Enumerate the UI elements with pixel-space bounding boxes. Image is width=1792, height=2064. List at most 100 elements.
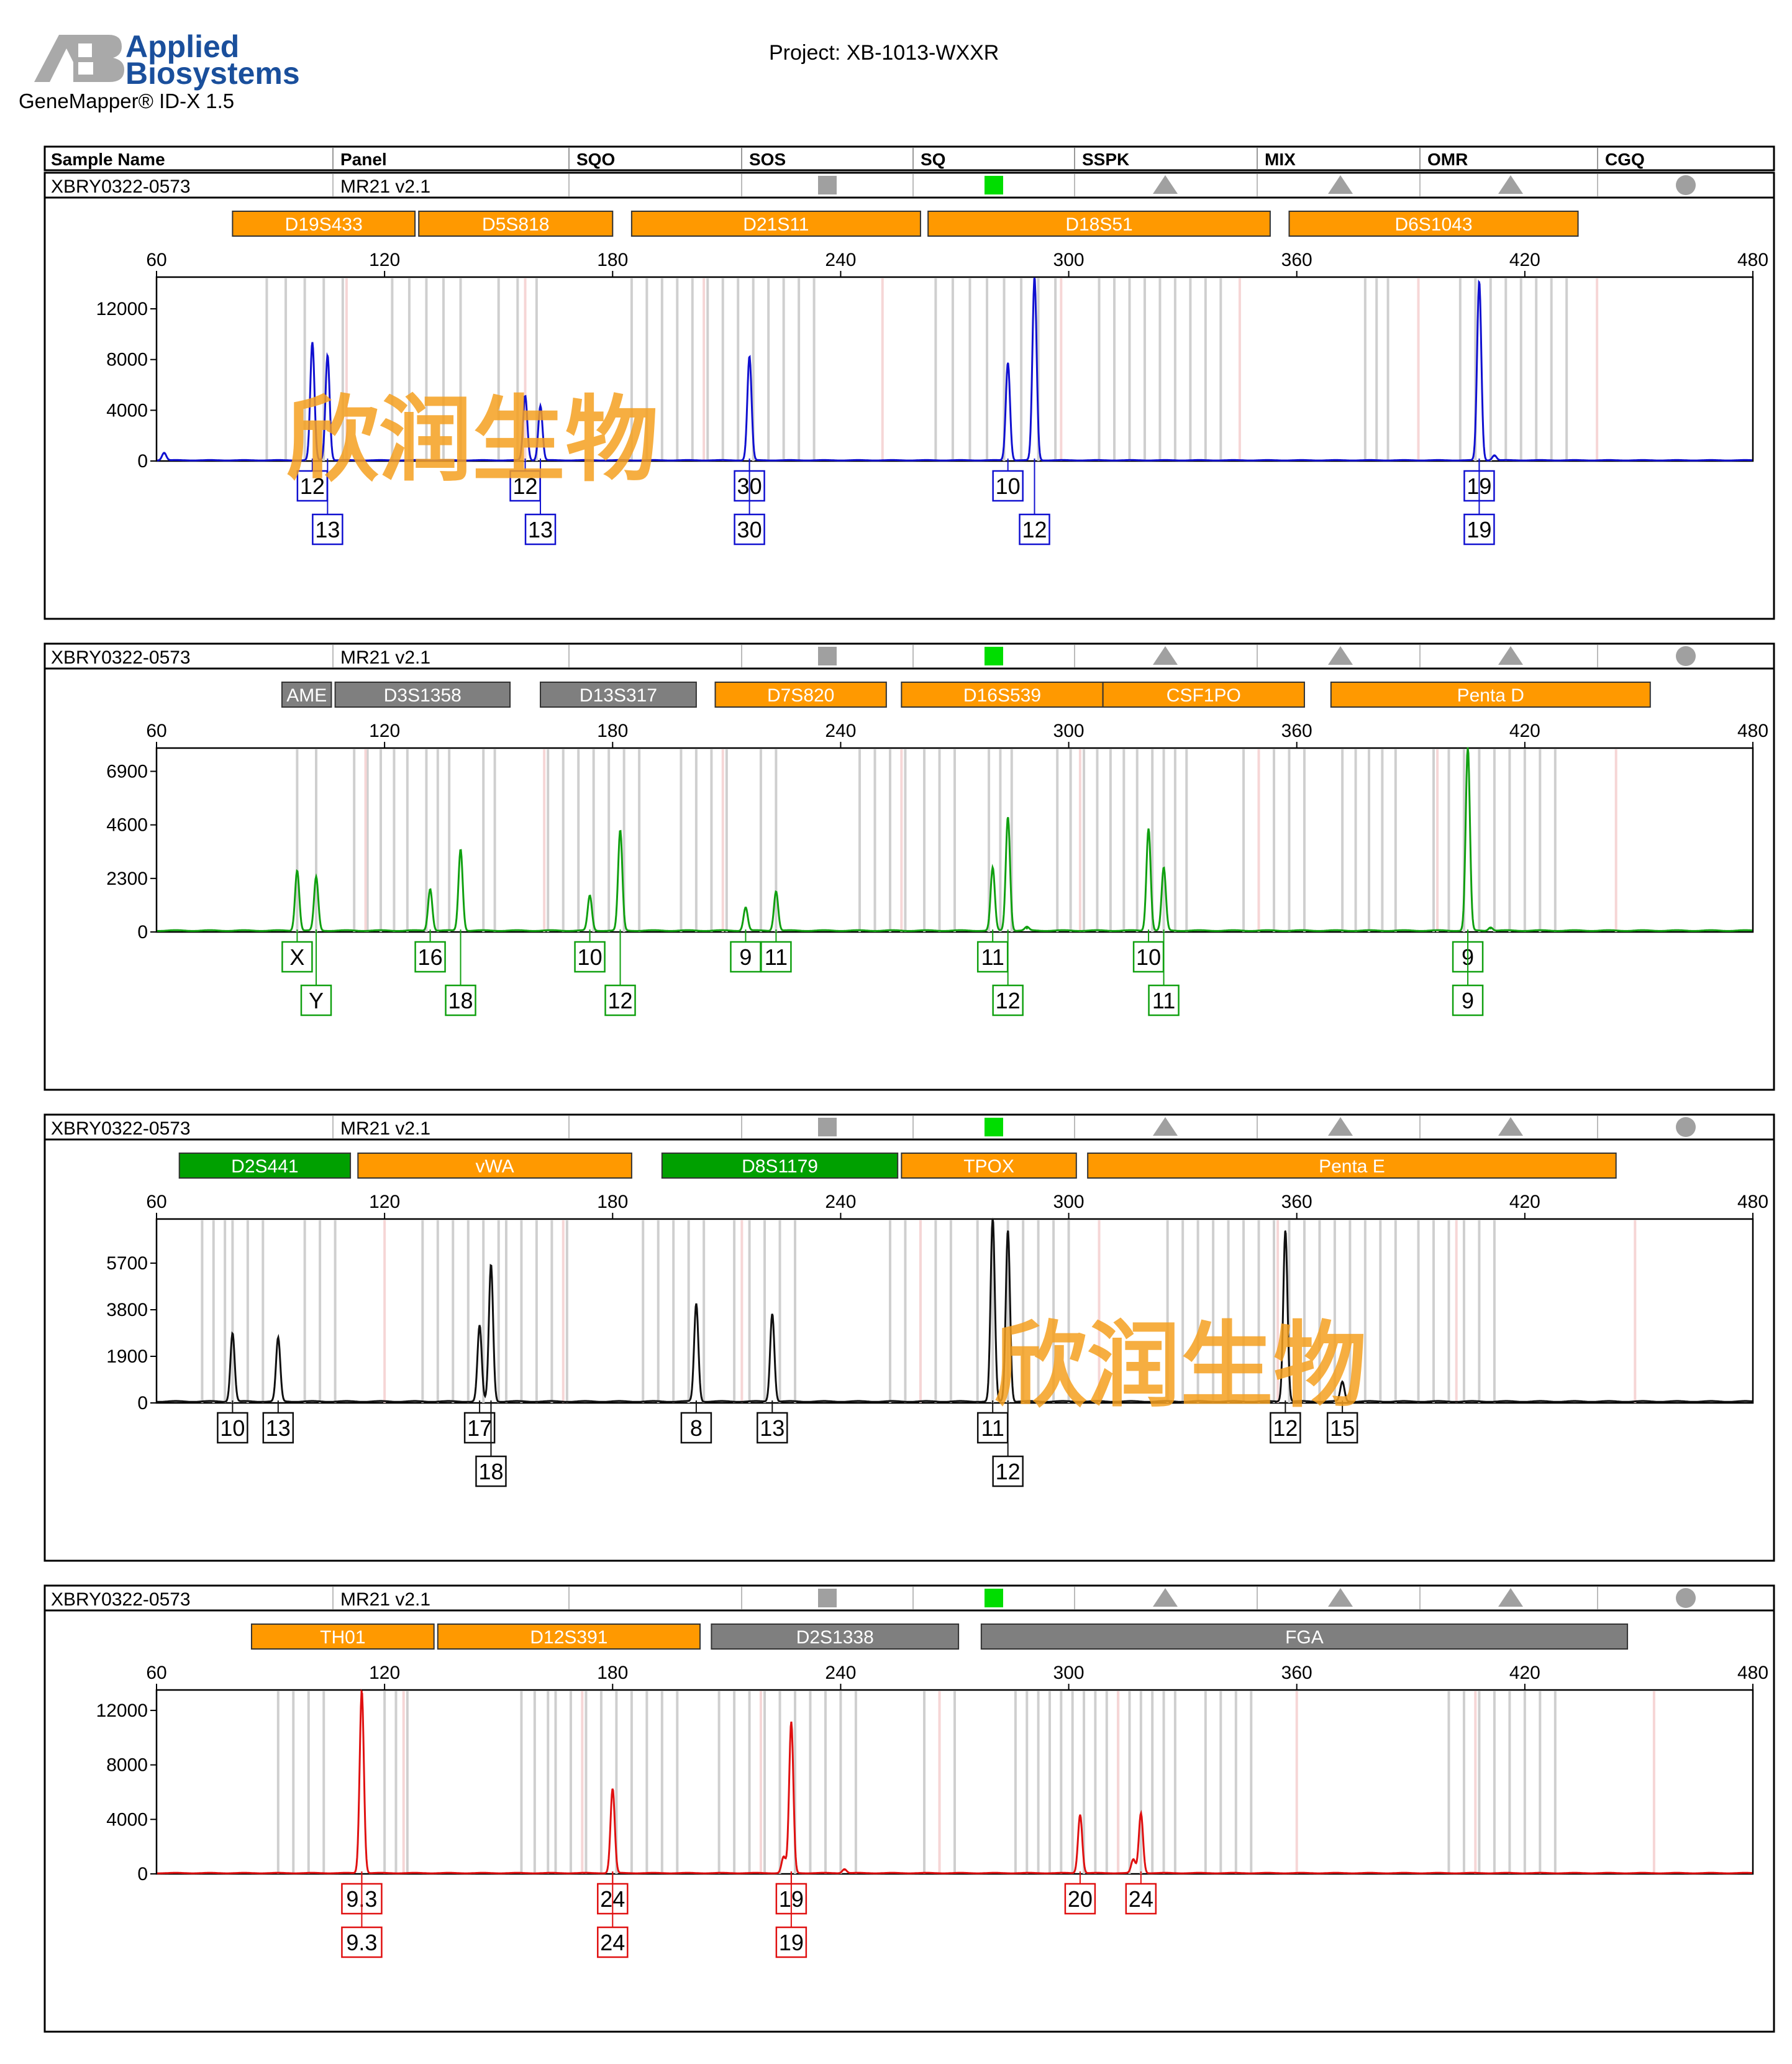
peak-point[interactable] <box>311 342 314 344</box>
locus-th01[interactable] <box>250 1623 435 1650</box>
peak-point[interactable] <box>489 1264 492 1267</box>
sample-row[interactable] <box>43 1584 1775 1612</box>
peak-point[interactable] <box>771 1313 773 1316</box>
locus-vwa[interactable] <box>357 1153 632 1179</box>
locus-csf1po[interactable] <box>1102 682 1305 708</box>
sample-row[interactable] <box>43 171 1775 199</box>
allele-call-box[interactable] <box>992 470 1024 502</box>
peak-point[interactable] <box>326 355 329 357</box>
peak-point[interactable] <box>315 877 317 880</box>
allele-call-box[interactable] <box>680 1412 712 1444</box>
peak-point[interactable] <box>1007 362 1009 365</box>
peak-point[interactable] <box>1493 455 1496 457</box>
peak-point[interactable] <box>783 1856 785 1859</box>
peak-point[interactable] <box>1490 927 1492 929</box>
allele-call-box[interactable] <box>445 984 476 1016</box>
peak-point[interactable] <box>748 356 751 358</box>
allele-call-box[interactable] <box>760 941 792 973</box>
locus-d18s51[interactable] <box>927 211 1271 237</box>
locus-d12s391[interactable] <box>437 1623 701 1650</box>
peak-point[interactable] <box>619 831 622 833</box>
allele-call-box[interactable] <box>992 1455 1024 1487</box>
allele-call-box[interactable] <box>757 1412 788 1444</box>
peak-point[interactable] <box>478 1326 481 1328</box>
allele-call-box[interactable] <box>1064 1883 1096 1915</box>
allele-call-box[interactable] <box>300 984 332 1016</box>
peak-point[interactable] <box>1140 1813 1142 1815</box>
allele-call-box[interactable] <box>1326 1412 1358 1444</box>
peak-point[interactable] <box>991 868 994 870</box>
locus-penta-d[interactable] <box>1330 682 1651 708</box>
sample-row[interactable] <box>43 1113 1775 1141</box>
peak-point[interactable] <box>429 889 432 892</box>
peak-point[interactable] <box>611 1788 614 1791</box>
peak-point[interactable] <box>1079 1814 1081 1817</box>
peak-point[interactable] <box>589 896 591 898</box>
allele-call-box[interactable] <box>1148 984 1180 1016</box>
allele-call-box[interactable] <box>992 984 1024 1016</box>
peak-point[interactable] <box>1132 1859 1135 1861</box>
allele-call-box[interactable] <box>414 941 446 973</box>
locus-d6s1043[interactable] <box>1288 211 1579 237</box>
allele-call-box[interactable] <box>262 1412 294 1444</box>
allele-call-box[interactable] <box>509 470 541 502</box>
allele-call-box[interactable] <box>597 1926 629 1958</box>
peak-point[interactable] <box>231 1333 234 1335</box>
allele-call-box[interactable] <box>217 1412 248 1444</box>
locus-d2s441[interactable] <box>178 1153 352 1179</box>
allele-call-box[interactable] <box>281 941 313 973</box>
locus-ame[interactable] <box>281 682 332 708</box>
sample-row[interactable] <box>43 642 1775 670</box>
peak-point[interactable] <box>1147 828 1150 831</box>
allele-call-box[interactable] <box>524 513 557 546</box>
locus-d2s1338[interactable] <box>711 1623 960 1650</box>
locus-d3s1358[interactable] <box>334 682 511 708</box>
allele-call-box[interactable] <box>604 984 636 1016</box>
peak-point[interactable] <box>744 908 747 910</box>
peak-point[interactable] <box>1007 1230 1009 1233</box>
peak-point[interactable] <box>790 1722 793 1724</box>
peak-point[interactable] <box>1478 281 1480 283</box>
allele-call-box[interactable] <box>1452 984 1484 1016</box>
peak-point[interactable] <box>991 1218 994 1220</box>
peak-point[interactable] <box>524 395 527 398</box>
locus-d16s539[interactable] <box>901 682 1104 708</box>
allele-call-box[interactable] <box>1019 513 1050 546</box>
peak-point[interactable] <box>277 1338 280 1340</box>
locus-d8s1179[interactable] <box>661 1153 899 1179</box>
peak-point[interactable] <box>296 870 298 873</box>
locus-d5s818[interactable] <box>418 211 614 237</box>
allele-call-box[interactable] <box>1270 1412 1301 1444</box>
allele-call-box[interactable] <box>775 1926 807 1958</box>
allele-call-box[interactable] <box>734 513 765 546</box>
locus-d7s820[interactable] <box>714 682 887 708</box>
peak-point[interactable] <box>1467 747 1469 749</box>
peak-point[interactable] <box>360 1690 363 1692</box>
allele-call-box[interactable] <box>574 941 606 973</box>
peak-point[interactable] <box>460 849 462 852</box>
allele-call-box[interactable] <box>312 513 343 546</box>
locus-fga[interactable] <box>980 1623 1629 1650</box>
peak-point[interactable] <box>695 1304 698 1306</box>
locus-d21s11[interactable] <box>630 211 921 237</box>
locus-penta-e[interactable] <box>1087 1153 1617 1179</box>
peak-point[interactable] <box>844 1868 846 1871</box>
peak-point[interactable] <box>163 452 165 455</box>
allele-call-box[interactable] <box>1463 513 1495 546</box>
allele-call-box[interactable] <box>730 941 762 973</box>
allele-call-box[interactable] <box>341 1926 383 1958</box>
peak-point[interactable] <box>775 891 777 893</box>
peak-point[interactable] <box>1026 927 1028 929</box>
allele-call-box[interactable] <box>1125 1883 1157 1915</box>
peak-point[interactable] <box>1341 1382 1344 1384</box>
peak-point[interactable] <box>1007 816 1009 819</box>
locus-d19s433[interactable] <box>232 211 416 237</box>
locus-d13s317[interactable] <box>540 682 697 708</box>
locus-tpox[interactable] <box>901 1153 1077 1179</box>
peak-point[interactable] <box>1034 277 1035 280</box>
allele-call-box[interactable] <box>475 1455 507 1487</box>
peak-point[interactable] <box>1163 868 1165 870</box>
peak-point[interactable] <box>539 405 542 408</box>
allele-call-box[interactable] <box>463 1412 496 1444</box>
allele-call-box[interactable] <box>976 1412 1009 1444</box>
